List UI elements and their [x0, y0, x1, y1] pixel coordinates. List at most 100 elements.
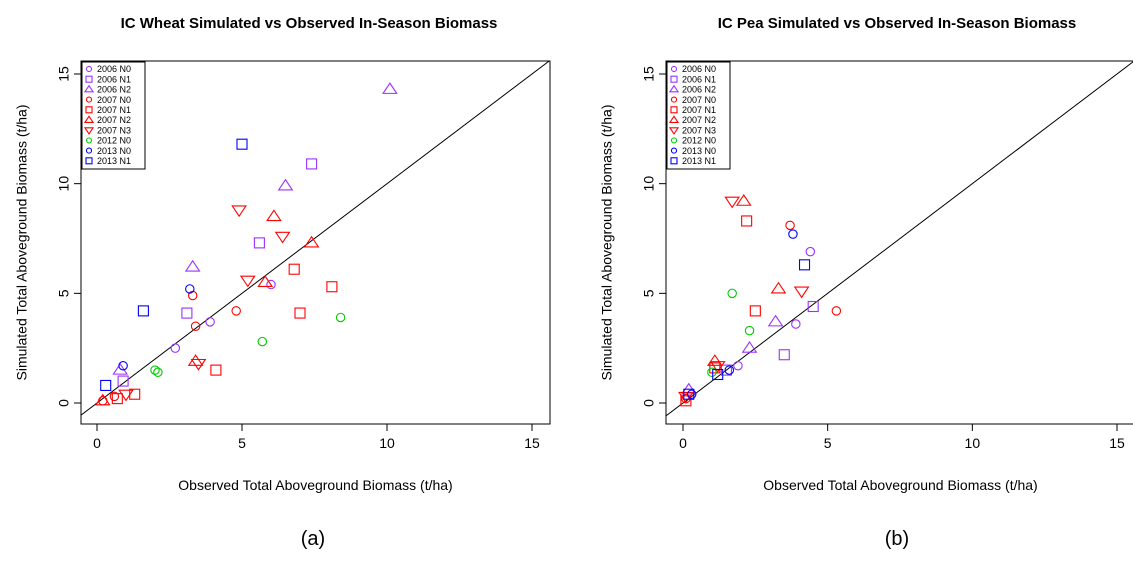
legend-label: 2006 N2: [682, 85, 716, 95]
data-point: [741, 340, 758, 353]
series-2006-n2: [112, 82, 398, 375]
data-point: [706, 354, 723, 366]
data-point: [807, 300, 819, 313]
series-2006-n1: [117, 158, 318, 387]
data-point: [94, 393, 111, 406]
data-point: [805, 246, 816, 257]
x-axis-label: Observed Total Aboveground Biomass (t/ha…: [763, 477, 1037, 493]
data-point: [257, 336, 268, 347]
data-point: [382, 82, 398, 94]
series-2007-n3: [118, 205, 291, 402]
legend-label: 2007 N2: [682, 115, 716, 125]
data-point: [274, 231, 291, 244]
series-2013-n0: [118, 284, 195, 371]
data-point: [187, 290, 198, 301]
legend-label: 2007 N0: [682, 95, 716, 105]
data-point: [778, 349, 790, 361]
legend-marker: [670, 147, 678, 154]
data-point: [712, 368, 724, 381]
data-point: [190, 358, 207, 371]
data-point: [111, 393, 123, 405]
data-point: [707, 367, 717, 378]
data-point: [798, 259, 811, 271]
data-point: [181, 307, 193, 319]
legend-marker: [670, 75, 678, 83]
series-2007-n2: [706, 194, 787, 366]
data-point: [253, 237, 265, 249]
y-tick-label: 15: [56, 66, 72, 82]
x-tick-label: 5: [238, 435, 246, 451]
x-tick-label: 10: [379, 435, 395, 451]
legend-marker: [83, 127, 95, 135]
data-point: [100, 379, 112, 392]
data-point: [117, 375, 129, 387]
legend-marker: [668, 127, 680, 135]
legend-label: 2006 N2: [97, 85, 131, 95]
legend-marker: [670, 137, 678, 144]
data-point: [170, 343, 181, 353]
legend-label: 2013 N0: [682, 146, 716, 156]
y-tick-label: 0: [56, 399, 72, 407]
series-2007-n3: [678, 196, 810, 404]
data-point: [767, 314, 784, 327]
series-2012-n0: [150, 312, 346, 378]
legend-marker: [85, 106, 93, 114]
data-point: [187, 354, 204, 366]
series-2007-n2: [94, 209, 320, 406]
legend-label: 2007 N1: [682, 105, 716, 115]
y-tick-label: 5: [56, 289, 72, 297]
data-point: [791, 319, 801, 329]
data-point: [294, 307, 306, 319]
series-2013-n1: [100, 138, 248, 392]
x-tick-label: 5: [824, 435, 832, 451]
chart-panel-2: IC Pea Simulated vs Observed In-Season B…: [599, 15, 1133, 550]
legend-label: 2013 N0: [97, 146, 131, 156]
data-point: [793, 286, 810, 299]
legend-marker: [85, 147, 93, 154]
x-tick-label: 15: [1109, 435, 1125, 451]
legend-label: 2006 N0: [682, 64, 716, 74]
data-point: [303, 235, 320, 248]
legend-label: 2006 N1: [682, 74, 716, 84]
data-point: [770, 281, 787, 294]
data-point: [785, 220, 795, 231]
legend-label: 2007 N3: [682, 125, 716, 135]
legend-marker: [83, 115, 95, 123]
x-tick-label: 0: [679, 435, 687, 451]
x-axis-label: Observed Total Aboveground Biomass (t/ha…: [178, 477, 452, 493]
chart-title: IC Wheat Simulated vs Observed In-Season…: [121, 15, 498, 32]
x-tick-label: 15: [524, 435, 540, 451]
data-point: [724, 196, 741, 209]
data-point: [788, 229, 798, 239]
series-2006-n2: [680, 314, 784, 395]
data-point: [205, 317, 215, 327]
data-point: [109, 391, 120, 402]
legend-label: 2013 N1: [682, 156, 716, 166]
data-point: [184, 259, 201, 272]
data-point: [266, 209, 282, 222]
data-point: [118, 389, 134, 402]
series-2007-n1: [680, 215, 761, 407]
data-point: [749, 305, 761, 317]
y-axis-label: Simulated Total Aboveground Biomass (t/h…: [14, 104, 30, 380]
data-point: [236, 138, 248, 150]
legend-label: 2012 N0: [682, 136, 716, 146]
legend-marker: [670, 106, 678, 114]
data-point: [831, 306, 842, 316]
legend-label: 2013 N1: [97, 156, 131, 166]
data-point: [724, 365, 735, 375]
legend-marker: [668, 115, 680, 123]
y-tick-label: 10: [56, 176, 72, 192]
series-2013-n0: [686, 229, 798, 399]
panel-label: (a): [301, 528, 325, 550]
legend-marker: [85, 65, 93, 73]
legend-marker: [83, 84, 95, 93]
data-point: [735, 194, 752, 206]
data-point: [150, 365, 160, 375]
data-point: [727, 288, 737, 299]
data-point: [210, 364, 222, 376]
legend-marker: [670, 65, 678, 73]
data-point: [266, 279, 276, 290]
